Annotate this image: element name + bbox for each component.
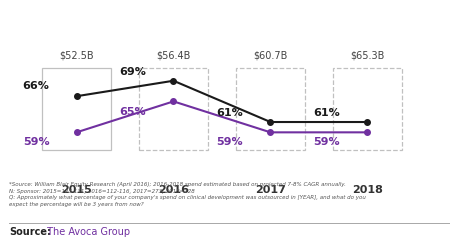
Text: Source:: Source: <box>9 227 51 237</box>
Text: 65%: 65% <box>120 107 146 117</box>
Text: $65.3B: $65.3B <box>350 50 385 60</box>
Text: $52.5B: $52.5B <box>59 50 94 60</box>
Text: 66%: 66% <box>22 81 50 91</box>
Text: 59%: 59% <box>217 137 243 148</box>
Text: 61%: 61% <box>217 108 243 118</box>
Bar <box>235 68 305 150</box>
Bar <box>139 68 208 150</box>
Text: *Source: William Blair Equity Research (April 2016); 2016-2018 spend estimated b: *Source: William Blair Equity Research (… <box>9 182 366 207</box>
Text: The Avoca Group: The Avoca Group <box>44 227 130 237</box>
Text: 61%: 61% <box>313 108 340 118</box>
Text: $56.4B: $56.4B <box>157 50 190 60</box>
Text: 59%: 59% <box>23 137 50 148</box>
Bar <box>332 68 402 150</box>
Text: 59%: 59% <box>313 137 340 148</box>
Bar <box>42 68 112 150</box>
Text: 69%: 69% <box>119 67 146 77</box>
Text: $60.7B: $60.7B <box>253 50 288 60</box>
